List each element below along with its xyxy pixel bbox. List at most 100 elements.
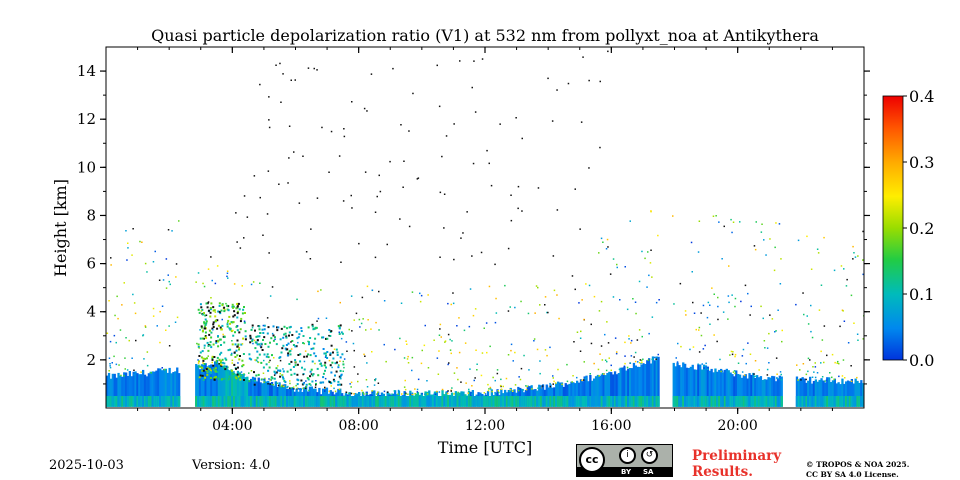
heatmap-cell <box>341 332 344 335</box>
heatmap-cell <box>249 337 252 340</box>
heatmap-cell <box>439 256 441 258</box>
heatmap-cell <box>215 396 219 407</box>
heatmap-cell <box>457 378 459 381</box>
heatmap-cell <box>775 330 777 332</box>
heatmap-cell <box>175 263 178 265</box>
heatmap-cell <box>233 371 235 373</box>
x-axis-ticks: 04:00 08:00 12:00 16:00 20:00 <box>137 47 833 434</box>
heatmap-cell <box>518 376 520 378</box>
heatmap-cell <box>602 396 605 407</box>
heatmap-cell <box>250 283 253 286</box>
heatmap-cell <box>142 369 145 407</box>
heatmap-cell <box>257 373 260 376</box>
heatmap-cell <box>436 390 438 393</box>
heatmap-cell <box>261 328 264 331</box>
heatmap-cell <box>697 396 700 407</box>
heatmap-cell <box>338 155 341 157</box>
heatmap-cell <box>296 363 299 366</box>
heatmap-cell <box>582 379 585 381</box>
heatmap-cell <box>638 362 641 364</box>
heatmap-cell <box>687 368 691 407</box>
heatmap-cell <box>795 303 797 306</box>
heatmap-cell <box>580 379 582 382</box>
heatmap-cell <box>120 374 122 377</box>
heatmap-cell <box>213 378 216 381</box>
preliminary-notice: Preliminary Results. <box>692 448 781 480</box>
heatmap-cell <box>108 300 110 302</box>
heatmap-cell <box>253 339 256 342</box>
heatmap-cell <box>258 335 261 338</box>
heatmap-cell <box>220 328 223 331</box>
heatmap-cell <box>236 303 239 306</box>
heatmap-cell <box>416 396 420 407</box>
heatmap-cell <box>555 383 558 407</box>
heatmap-cell <box>720 396 723 407</box>
heatmap-cell <box>322 372 325 375</box>
heatmap-cell <box>599 80 601 83</box>
heatmap-cell <box>837 360 839 363</box>
heatmap-cell <box>253 175 256 177</box>
heatmap-cell <box>285 336 288 339</box>
heatmap-cell <box>297 341 299 344</box>
heatmap-cell <box>233 310 236 313</box>
heatmap-cell <box>235 377 238 380</box>
heatmap-cell <box>314 326 317 329</box>
heatmap-cell <box>459 60 461 62</box>
heatmap-cell <box>217 324 220 327</box>
heatmap-cell <box>602 241 604 243</box>
heatmap-cell <box>449 349 452 351</box>
heatmap-cell <box>619 299 621 301</box>
heatmap-cell <box>811 336 814 339</box>
heatmap-cell <box>579 396 583 407</box>
heatmap-cell <box>259 282 261 284</box>
cc-license-badge[interactable]: cc i ↺ BY SA <box>576 444 673 477</box>
heatmap-cell <box>416 388 419 391</box>
heatmap-cell <box>407 362 410 364</box>
heatmap-cell <box>441 396 444 407</box>
heatmap-cell <box>151 396 154 407</box>
heatmap-cell <box>132 293 134 296</box>
heatmap-cell <box>211 358 214 361</box>
heatmap-cell <box>677 342 679 345</box>
heatmap-cell <box>441 388 444 391</box>
heatmap-cell <box>538 384 541 407</box>
heatmap-cell <box>311 374 314 377</box>
heatmap-cell <box>532 396 535 407</box>
heatmap-cell <box>216 362 219 364</box>
heatmap-cell <box>155 396 158 407</box>
heatmap-cell <box>524 396 528 407</box>
heatmap-cell <box>692 346 695 348</box>
heatmap-cell <box>814 362 816 364</box>
heatmap-cell <box>328 171 330 173</box>
heatmap-cell <box>406 343 408 345</box>
heatmap-cell <box>170 373 173 407</box>
heatmap-cell <box>718 396 721 407</box>
heatmap-cell <box>401 396 404 407</box>
heatmap-cell <box>248 353 251 356</box>
heatmap-cell <box>233 314 236 317</box>
heatmap-cell <box>572 396 575 407</box>
heatmap-cell <box>636 396 639 407</box>
x-tick-label: 04:00 <box>212 418 252 434</box>
heatmap-cell <box>337 366 340 369</box>
heatmap-cell <box>340 337 343 340</box>
heatmap-cell <box>653 360 656 407</box>
heatmap-cell <box>613 371 617 407</box>
heatmap-cell <box>208 329 211 332</box>
heatmap-cell <box>771 318 774 320</box>
heatmap-cell <box>763 379 766 407</box>
heatmap-cell <box>750 374 753 407</box>
heatmap-cell <box>350 194 352 197</box>
heatmap-cell <box>826 377 829 407</box>
heatmap-cell <box>579 228 581 230</box>
heatmap-cell <box>600 374 603 407</box>
heatmap-cell <box>492 376 494 379</box>
heatmap-cell <box>206 370 209 373</box>
heatmap-cell <box>282 384 285 407</box>
heatmap-cell <box>208 309 210 312</box>
heatmap-cell <box>650 249 652 251</box>
heatmap-cell <box>558 396 562 407</box>
heatmap-cell <box>490 184 493 187</box>
heatmap-cell <box>159 341 161 344</box>
heatmap-cell <box>164 368 167 407</box>
